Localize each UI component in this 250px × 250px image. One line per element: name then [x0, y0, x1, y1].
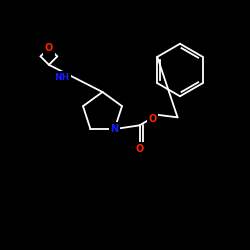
Text: O: O [136, 144, 144, 154]
Text: O: O [148, 114, 156, 124]
Text: O: O [45, 43, 53, 53]
Text: NH: NH [54, 73, 70, 82]
Text: N: N [110, 124, 118, 134]
